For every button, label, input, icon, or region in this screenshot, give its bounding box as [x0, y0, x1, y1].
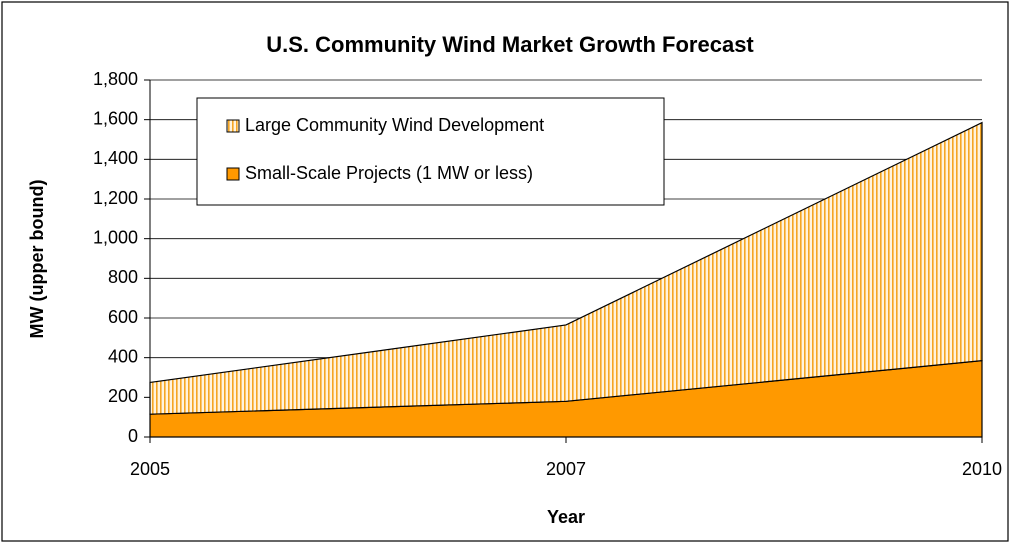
x-tick-label: 2010	[962, 459, 1002, 479]
y-tick-label: 1,600	[93, 108, 138, 128]
legend-swatch	[226, 119, 240, 133]
legend-label: Large Community Wind Development	[245, 115, 544, 135]
y-tick-label: 1,400	[93, 148, 138, 168]
y-axis-title: MW (upper bound)	[27, 180, 47, 339]
legend-swatch	[226, 167, 240, 181]
y-tick-label: 800	[108, 267, 138, 287]
y-tick-label: 1,200	[93, 188, 138, 208]
y-tick-label: 200	[108, 386, 138, 406]
x-tick-label: 2005	[130, 459, 170, 479]
legend-box	[196, 97, 665, 206]
chart-title: U.S. Community Wind Market Growth Foreca…	[266, 32, 754, 57]
y-tick-label: 400	[108, 346, 138, 366]
legend-label: Small-Scale Projects (1 MW or less)	[245, 163, 533, 183]
y-tick-label: 600	[108, 307, 138, 327]
x-tick-label: 2007	[546, 459, 586, 479]
x-axis-title: Year	[547, 507, 585, 527]
y-tick-label: 1,800	[93, 69, 138, 89]
y-tick-label: 1,000	[93, 227, 138, 247]
y-tick-label: 0	[128, 426, 138, 446]
